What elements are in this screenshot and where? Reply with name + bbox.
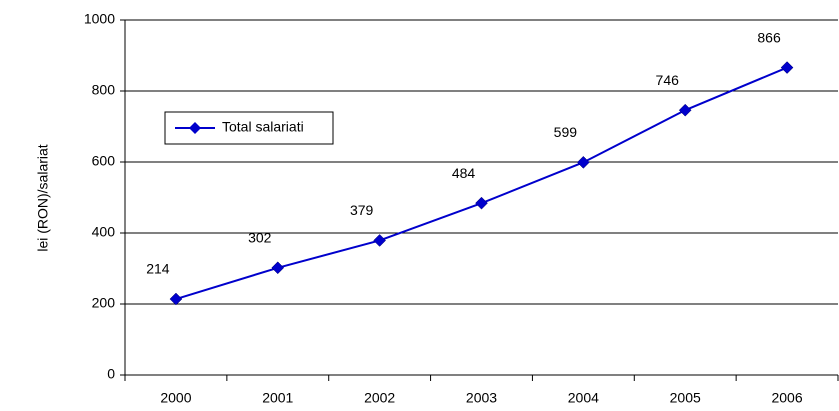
data-label: 214 bbox=[146, 261, 170, 277]
series-line bbox=[175, 66, 788, 300]
legend-label: Total salariati bbox=[222, 119, 304, 135]
data-label: 866 bbox=[757, 29, 781, 45]
data-label: 302 bbox=[248, 229, 272, 245]
y-tick-label: 0 bbox=[107, 366, 115, 382]
x-tick-label: 2005 bbox=[670, 390, 701, 406]
x-tick-label: 2002 bbox=[364, 390, 395, 406]
point-marker bbox=[271, 261, 285, 275]
point-marker bbox=[373, 234, 386, 247]
y-tick-label: 1000 bbox=[84, 11, 115, 27]
x-tick-label: 2003 bbox=[466, 390, 497, 406]
y-tick-label: 200 bbox=[92, 295, 116, 311]
point-marker bbox=[678, 103, 692, 117]
point-marker bbox=[577, 156, 590, 169]
x-tick-label: 2001 bbox=[262, 390, 293, 406]
point-marker bbox=[169, 292, 183, 306]
y-axis-label: lei (RON)/salariat bbox=[35, 144, 51, 251]
x-tick-label: 2004 bbox=[568, 390, 599, 406]
x-tick-label: 2006 bbox=[771, 390, 802, 406]
y-tick-label: 800 bbox=[92, 82, 116, 98]
legend-marker bbox=[189, 122, 201, 134]
data-label: 746 bbox=[656, 72, 680, 88]
point-marker bbox=[780, 61, 794, 74]
point-marker bbox=[475, 196, 488, 210]
data-label: 484 bbox=[452, 165, 476, 181]
data-label: 379 bbox=[350, 202, 374, 218]
y-tick-label: 400 bbox=[92, 224, 116, 240]
x-tick-label: 2000 bbox=[160, 390, 191, 406]
data-label: 599 bbox=[554, 124, 578, 140]
y-tick-label: 600 bbox=[92, 153, 116, 169]
